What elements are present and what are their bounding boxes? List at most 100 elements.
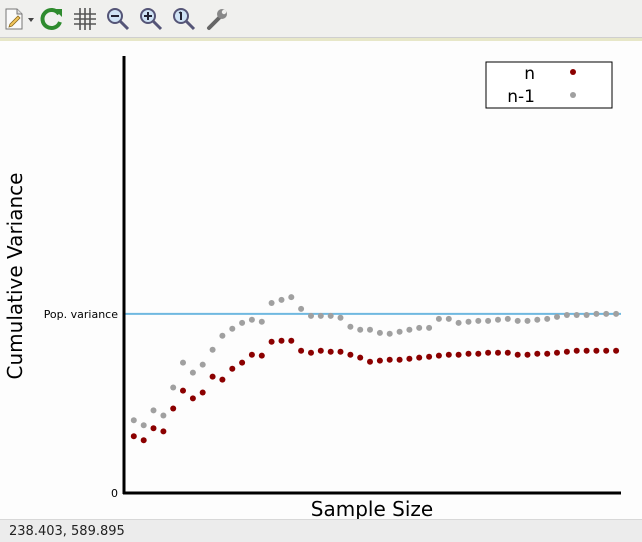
point-n1 [504, 315, 511, 322]
point-n [544, 350, 551, 357]
point-n [248, 351, 255, 358]
point-n1 [573, 312, 580, 318]
point-n [298, 347, 305, 354]
point-n1 [514, 317, 521, 324]
point-n [278, 337, 285, 344]
point-n [327, 348, 334, 355]
legend-label-n: n [524, 64, 535, 84]
point-n1 [180, 359, 186, 366]
refresh-button[interactable] [37, 4, 67, 34]
point-n [445, 351, 452, 358]
point-n [337, 348, 344, 355]
point-n [160, 428, 167, 435]
point-n [347, 351, 354, 358]
chart: 0 Pop. variance Sample Size Cumulative Va… [3, 56, 621, 521]
toolbar [0, 0, 642, 38]
point-n1 [406, 326, 413, 333]
point-n1 [613, 310, 620, 317]
save-document-button[interactable] [4, 4, 34, 34]
point-n1 [239, 319, 246, 326]
point-n [130, 433, 137, 440]
legend: n n-1 [485, 61, 613, 109]
zoom-in-icon [138, 6, 164, 32]
zoom-out-button[interactable] [103, 4, 133, 34]
point-n1 [603, 310, 610, 317]
point-n [573, 347, 580, 354]
point-n [376, 357, 383, 364]
point-n1 [465, 318, 472, 325]
legend-marker-n [570, 69, 576, 75]
settings-wrench-button[interactable] [202, 4, 232, 34]
point-n [150, 425, 157, 432]
point-n1 [278, 296, 285, 303]
point-n1 [219, 332, 226, 339]
save-document-icon [2, 6, 36, 32]
point-n1 [308, 312, 314, 319]
point-n1 [534, 316, 541, 323]
point-n [603, 347, 610, 354]
zoom-reset-button[interactable] [169, 4, 199, 34]
point-n [367, 358, 373, 365]
point-n1 [337, 314, 344, 321]
point-n1 [396, 328, 403, 335]
point-n [268, 338, 275, 345]
point-n1 [386, 330, 393, 337]
zoom-in-button[interactable] [136, 4, 166, 34]
cursor-coordinates: 238.403, 589.895 [9, 523, 125, 539]
point-n [563, 348, 570, 355]
point-n1 [150, 407, 157, 414]
point-n1 [229, 325, 236, 332]
point-n [406, 355, 413, 362]
point-n1 [583, 312, 590, 318]
legend-label-n1: n-1 [507, 87, 535, 107]
point-n1 [140, 422, 147, 429]
point-n [239, 359, 246, 366]
status-bar: 238.403, 589.895 [0, 519, 642, 542]
point-n [229, 365, 236, 372]
point-n1 [426, 324, 433, 331]
legend-box [485, 61, 613, 109]
point-n1 [298, 305, 305, 312]
point-n1 [189, 369, 196, 376]
y-axis-label: Cumulative Variance [3, 173, 27, 380]
grid-button[interactable] [70, 4, 100, 34]
point-n1 [288, 294, 295, 301]
point-n1 [367, 326, 373, 333]
point-n [593, 347, 600, 354]
point-n1 [357, 326, 364, 333]
point-n [199, 389, 206, 396]
y-tick-label: Pop. variance [44, 308, 119, 321]
point-n [219, 376, 226, 383]
point-n1 [475, 317, 482, 324]
point-n1 [317, 312, 324, 319]
point-n1 [327, 312, 334, 319]
y-tick-label: 0 [111, 487, 118, 500]
point-n [613, 347, 620, 354]
point-n [288, 337, 295, 344]
point-n [140, 437, 147, 444]
point-n1 [435, 315, 442, 322]
point-n1 [554, 313, 560, 320]
point-n1 [445, 315, 452, 322]
point-n1 [455, 319, 462, 326]
point-n [465, 350, 472, 357]
point-n [396, 356, 403, 363]
x-axis-label: Sample Size [311, 497, 433, 519]
plot-canvas[interactable]: 0 Pop. variance Sample Size Cumulative Va… [0, 41, 642, 521]
point-n1 [416, 324, 423, 331]
point-n1 [160, 412, 167, 419]
point-n [357, 354, 364, 361]
point-n1 [544, 315, 551, 322]
legend-marker-n1 [570, 92, 576, 98]
point-n [170, 405, 177, 412]
point-n [485, 349, 492, 356]
point-n [514, 351, 521, 358]
refresh-icon [39, 6, 65, 32]
point-n [495, 349, 501, 356]
point-n [554, 349, 560, 356]
point-n1 [376, 329, 383, 336]
point-n1 [170, 384, 177, 391]
point-n1 [593, 310, 600, 317]
point-n1 [485, 317, 492, 324]
toolbar-separator [0, 38, 642, 41]
